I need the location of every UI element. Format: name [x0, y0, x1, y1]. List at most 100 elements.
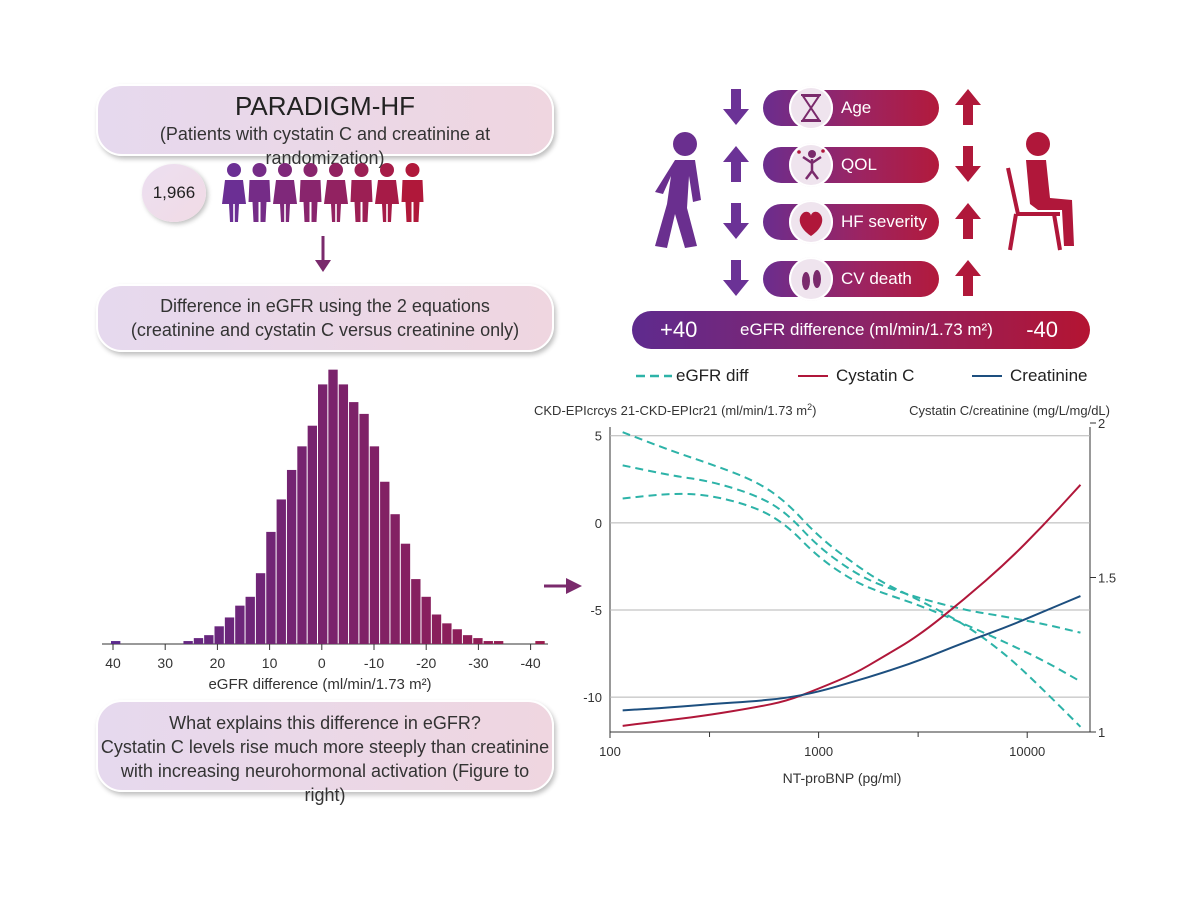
histogram-bar — [338, 384, 349, 644]
histogram-bar — [390, 514, 400, 644]
down-arrow-icon — [723, 260, 749, 296]
histogram-bar — [369, 446, 380, 644]
chart-x-tick-label: 1000 — [804, 744, 833, 759]
difference-box: Difference in eGFR using the 2 equations… — [96, 284, 554, 352]
hourglass-icon — [789, 86, 833, 130]
explanation-box: What explains this difference in eGFR? C… — [96, 700, 554, 805]
line-chart: CKD-EPIcrcys 21-CKD-EPIcr21 (ml/min/1.73… — [534, 402, 1116, 786]
chart-x-tick-label: 100 — [599, 744, 621, 759]
histogram-bar — [442, 623, 452, 644]
histogram-bar — [328, 369, 338, 644]
up-arrow-icon — [955, 203, 981, 239]
series-line-cystatin-c — [622, 484, 1082, 727]
down-arrow-icon — [723, 203, 749, 239]
histogram-bar — [411, 579, 421, 644]
chart-left-tick-label: -10 — [583, 690, 602, 705]
legend-cystatin-swatch — [798, 375, 828, 377]
histogram-tick-label: 30 — [157, 655, 173, 671]
chart-right-tick-label: 2 — [1098, 416, 1105, 431]
legend-cystatin-label: Cystatin C — [836, 366, 915, 385]
person-icon — [299, 163, 322, 222]
histogram-tick-label: 40 — [105, 655, 121, 671]
explanation-line2: Cystatin C levels rise much more steeply… — [100, 737, 550, 757]
factor-label: Age — [841, 98, 872, 117]
chart-left-ylabel: CKD-EPIcrcys 21-CKD-EPIcr21 (ml/min/1.73… — [534, 402, 816, 418]
difference-line2: (creatinine and cystatin C versus creati… — [130, 320, 520, 340]
histogram-bar — [359, 413, 369, 644]
egfr-bar-right: -40 — [1026, 317, 1058, 342]
chart-x-tick-label: 10000 — [1009, 744, 1045, 759]
explanation-line1: What explains this difference in eGFR? — [169, 713, 481, 733]
series-line-egfr-diff — [622, 431, 1082, 728]
series-line-egfr-diff-upper — [622, 464, 1081, 634]
person-icon — [273, 163, 297, 222]
egfr-difference-bar: +40 eGFR difference (ml/min/1.73 m²) -40 — [632, 311, 1090, 349]
factor-label: HF severity — [841, 212, 927, 231]
person-icon — [222, 163, 246, 222]
patient-icons — [222, 163, 424, 222]
person-icon — [324, 163, 348, 222]
chart-right-tick-label: 1 — [1098, 725, 1105, 740]
histogram-bar — [276, 499, 286, 644]
histogram-tick-label: 20 — [210, 655, 226, 671]
person-icon — [350, 163, 373, 222]
explanation-line3: with increasing neurohormonal activation… — [120, 761, 530, 805]
down-arrow-1 — [315, 236, 331, 272]
chart-left-tick-label: 5 — [595, 429, 602, 444]
person-icon — [401, 163, 424, 222]
histogram-tick-label: -30 — [468, 655, 488, 671]
histogram-bar — [214, 626, 224, 644]
patient-count: 1,966 — [142, 164, 206, 222]
histogram-bar — [266, 531, 276, 644]
histogram-tick-label: -40 — [520, 655, 540, 671]
histogram-tick-label: 10 — [262, 655, 278, 671]
histogram-bar — [111, 641, 121, 644]
histogram-bar — [286, 469, 297, 644]
histogram-tick-label: 0 — [318, 655, 326, 671]
histogram-bar — [224, 617, 235, 644]
histogram-bar — [245, 596, 255, 644]
legend-egfr-label: eGFR diff — [676, 366, 749, 385]
egfr-bar-center: eGFR difference (ml/min/1.73 m²) — [740, 320, 993, 339]
histogram-bar — [235, 605, 245, 644]
histogram-bar — [380, 481, 390, 644]
chart-right-ylabel: Cystatin C/creatinine (mg/L/mg/dL) — [909, 403, 1110, 418]
footprints-icon — [789, 257, 833, 301]
legend-egfr-swatch — [636, 374, 672, 378]
histogram-bar — [483, 641, 493, 644]
chart-right-tick-label: 1.5 — [1098, 571, 1116, 586]
walking-person-icon — [655, 132, 701, 248]
histogram-bar — [193, 638, 204, 644]
legend-creatinine-label: Creatinine — [1010, 366, 1088, 385]
egfr-bar-left: +40 — [660, 317, 698, 342]
histogram-bar — [473, 638, 483, 644]
series-line-egfr-diff-lower — [622, 492, 1081, 683]
right-arrow-icon — [544, 578, 582, 594]
factor-pill: CV death — [763, 257, 939, 301]
histogram-bar — [400, 543, 411, 644]
histogram-bar — [307, 425, 317, 644]
series-line-creatinine — [622, 595, 1081, 712]
histogram-bar — [535, 641, 545, 644]
chart-xlabel: NT-proBNP (pg/ml) — [783, 770, 902, 786]
factor-pill: Age — [763, 86, 939, 130]
histogram-bar — [204, 635, 214, 644]
factor-pill: HF severity — [763, 200, 939, 244]
histogram-bar — [183, 641, 193, 644]
legend-creatinine-swatch — [972, 375, 1002, 377]
histogram-bar — [493, 641, 504, 644]
chart-left-tick-label: 0 — [595, 516, 602, 531]
title-box: PARADIGM-HF (Patients with cystatin C an… — [96, 84, 554, 168]
up-arrow-icon — [955, 89, 981, 125]
down-arrow-icon — [955, 146, 981, 182]
chart-left-tick-label: -5 — [590, 603, 602, 618]
histogram-bar — [297, 446, 307, 644]
histogram-bar — [349, 402, 359, 644]
study-subtitle: (Patients with cystatin C and creatinine… — [159, 124, 491, 168]
up-arrow-icon — [955, 260, 981, 296]
histogram-xlabel: eGFR difference (ml/min/1.73 m²) — [208, 676, 431, 693]
histogram-bar — [421, 596, 431, 644]
histogram-bar — [462, 635, 473, 644]
study-title: PARADIGM-HF — [234, 91, 416, 121]
factor-label: QOL — [841, 155, 877, 174]
